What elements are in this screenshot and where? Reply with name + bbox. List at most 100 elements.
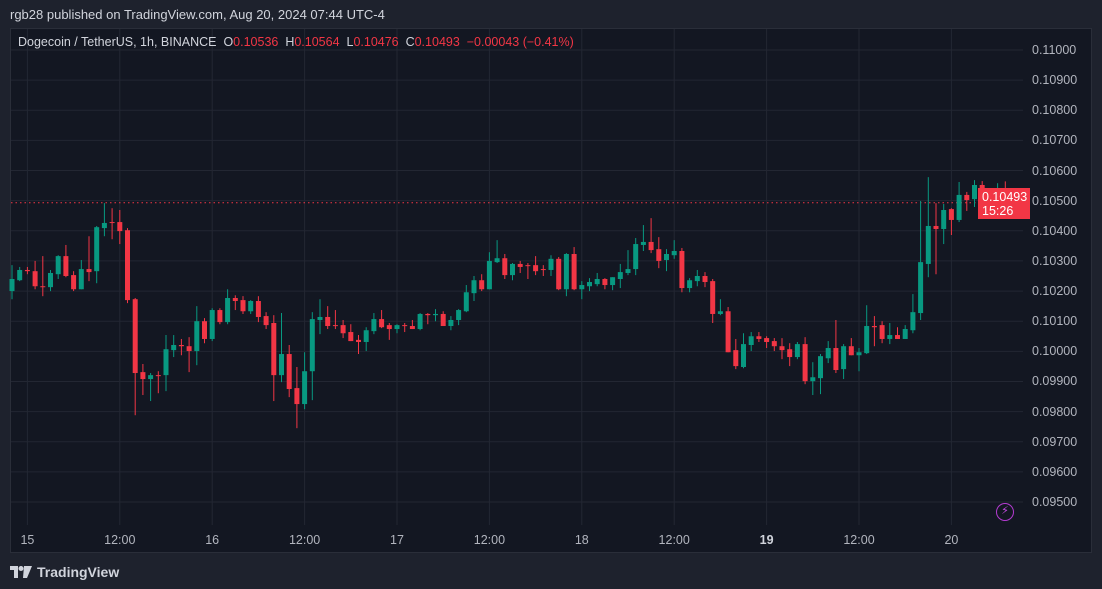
candle-body [471, 280, 477, 294]
published-caption: rgb28 published on TradingView.com, Aug … [10, 7, 385, 22]
candle-body [394, 325, 400, 330]
candle-body [818, 356, 823, 379]
candle-body [101, 222, 107, 229]
candle-body [248, 301, 254, 312]
candle [86, 236, 92, 282]
change-value: −0.00043 (−0.41%) [466, 35, 574, 49]
candle [856, 348, 862, 372]
candle [379, 310, 385, 329]
candle [633, 238, 639, 276]
candle [794, 341, 800, 360]
candle-body [733, 350, 739, 367]
candle [125, 228, 130, 304]
candle-body [925, 225, 931, 264]
candle-body [625, 269, 631, 273]
candle [610, 277, 616, 291]
candle-body [602, 279, 608, 286]
candle-body [240, 300, 246, 312]
candle [925, 177, 931, 278]
candle [779, 338, 785, 360]
candle-body [887, 335, 893, 339]
candle-body [363, 330, 369, 342]
candle [494, 240, 500, 264]
candle [741, 333, 746, 369]
close-value: 0.10493 [414, 35, 460, 49]
candle-body [317, 316, 323, 320]
candle-body [448, 319, 454, 327]
symbol-legend: Dogecoin / TetherUS, 1h, BINANCE O0.1053… [18, 35, 574, 49]
candle [294, 366, 300, 429]
y-tick-label: 0.10200 [1032, 284, 1078, 299]
candle-body [178, 345, 184, 347]
candle-body [379, 319, 385, 328]
candle [101, 203, 107, 237]
candle-body [956, 194, 962, 220]
candle-body [756, 336, 762, 339]
candle [456, 309, 462, 326]
candle [871, 316, 877, 347]
candle [664, 249, 669, 272]
candle-body [510, 263, 515, 276]
candle-body [687, 280, 693, 289]
candle-body [633, 244, 639, 270]
high-label: H [285, 35, 295, 49]
candle-body [456, 310, 462, 320]
candle [394, 324, 400, 334]
candle [240, 296, 246, 314]
candle-body [494, 258, 500, 263]
candle-body [918, 262, 924, 314]
candle-body [17, 269, 23, 281]
candle [302, 352, 308, 410]
candle-body [587, 282, 592, 287]
bar-countdown: 15:26 [982, 204, 1014, 218]
candle-body [371, 319, 377, 332]
candle-body [117, 222, 123, 232]
candle-body [71, 275, 77, 290]
y-tick-label: 0.10100 [1032, 314, 1078, 329]
candle-body [9, 279, 15, 292]
candle [109, 208, 115, 240]
candle [271, 315, 277, 402]
candle-body [902, 329, 908, 339]
y-tick-label: 0.10300 [1032, 253, 1078, 268]
candle-body [86, 269, 92, 273]
lightning-icon[interactable]: ⚡︎ [996, 503, 1014, 521]
candles [9, 177, 1008, 429]
candle [602, 278, 608, 290]
candle [9, 265, 15, 300]
candle-body [972, 184, 977, 200]
candle-body [486, 260, 492, 290]
candle-body [679, 250, 685, 289]
chart-panel[interactable] [10, 28, 1092, 553]
candle-body [787, 349, 793, 358]
footer-brand: TradingView [10, 564, 119, 580]
candle-body [356, 339, 361, 342]
candle-body [463, 292, 469, 312]
candle-body [702, 275, 708, 283]
y-tick-label: 0.10800 [1032, 103, 1078, 118]
candle [71, 271, 77, 292]
y-tick-label: 0.09900 [1032, 374, 1078, 389]
candle-body [764, 338, 770, 342]
candle [571, 247, 577, 291]
candle-body [24, 269, 30, 272]
candle [186, 337, 192, 373]
candle [363, 327, 369, 352]
open-value: 0.10536 [233, 35, 279, 49]
candle-body [402, 325, 408, 327]
candle [802, 337, 808, 385]
candle-body [78, 269, 84, 290]
candle-body [563, 254, 569, 290]
candle-body [533, 265, 539, 272]
candle-body [833, 348, 839, 371]
candle-body [386, 325, 392, 330]
candle [386, 323, 392, 340]
candle-body [610, 277, 616, 286]
candle [895, 327, 900, 339]
last-price: 0.10493 [982, 190, 1028, 204]
candle [402, 323, 408, 333]
y-tick-label: 0.10900 [1032, 73, 1078, 88]
candle [248, 300, 254, 314]
candle-body [140, 372, 146, 380]
